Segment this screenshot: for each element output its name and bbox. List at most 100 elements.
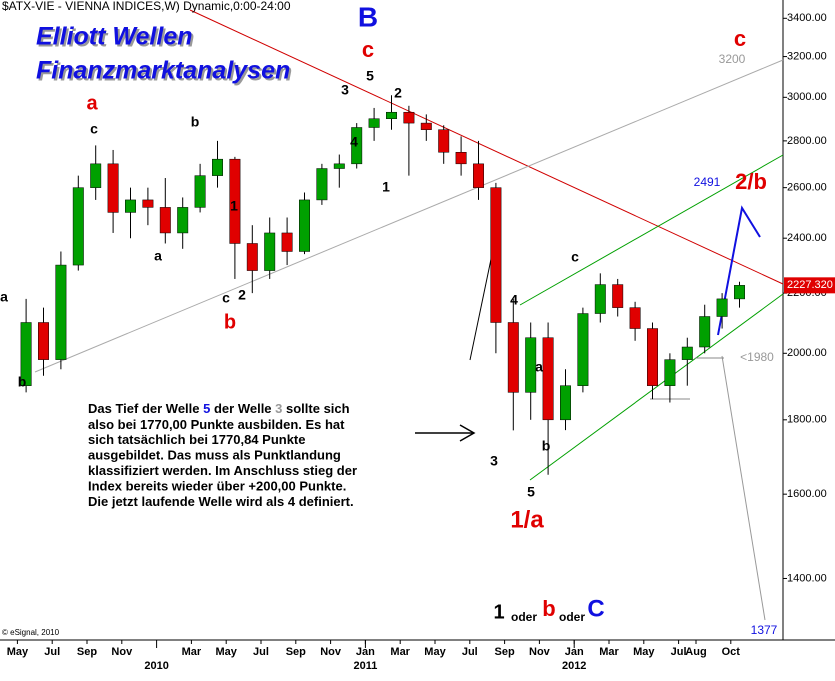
note-line: sich tatsächlich bei 1770,84 Punkte [88,432,306,447]
x-tick-label: Nov [529,646,551,658]
candle-body [560,385,571,421]
channel-upper [519,154,784,306]
note-line: also bei 1770,00 Punkte ausbilden. Es ha… [88,417,345,432]
x-tick-label: Jan [356,646,375,658]
candle-body [229,158,241,244]
x-tick-label: Nov [111,646,133,658]
level-label: 3200 [719,52,746,66]
candle-body [577,313,589,386]
candle-body [612,284,624,308]
wave-label: c [90,121,98,137]
candle-body [420,122,432,130]
candle-body [716,298,728,317]
candle-body [403,111,415,124]
wave-label: a [86,92,98,114]
price-tag [784,277,835,294]
wave-label: a [535,359,543,375]
y-tick-label: 1800.00 [787,414,827,426]
x-tick-label: Oct [722,646,741,658]
projection-down [721,355,766,621]
candle-body [159,207,171,234]
level-label: <1980 [740,350,774,364]
candle-body [490,187,502,323]
wave-label: B [358,1,378,32]
y-tick-label: 1600.00 [787,488,827,500]
candle-body [20,322,32,386]
candle-body [333,163,345,169]
note-line: klassifiziert werden. Im Anschluss stieg… [88,463,357,478]
candle-body [594,284,606,314]
year-label: 2012 [562,660,586,672]
note-part: sollte sich [282,401,349,416]
candle-body [681,346,693,360]
x-tick-label: Sep [495,646,515,658]
wave-label: c [571,249,579,265]
x-tick-label: Sep [286,646,306,658]
wave-label: b [191,114,200,130]
x-tick-label: Sep [77,646,97,658]
wave-label: b [542,438,551,454]
candle-body [281,232,293,252]
wave-label: 4 [510,292,518,308]
wave-label: 3 [341,82,349,98]
candle-body [194,175,206,208]
y-tick-label: 2400.00 [787,232,827,244]
x-tick-label: Aug [685,646,706,658]
x-tick-label: Jul [253,646,269,658]
wave-label: 4 [350,134,358,150]
y-tick-label: 3000.00 [787,91,827,103]
y-tick-label: 3400.00 [787,12,827,24]
x-tick-label: Jul [44,646,60,658]
alternative-label: oder [559,610,585,624]
candle-body [368,118,380,128]
note-line: Die jetzt laufende Welle wird als 4 defi… [88,494,354,509]
x-tick-label: Nov [320,646,342,658]
candle-body [351,127,363,165]
chart-header: $ATX-VIE - VIENNA INDICES,W) Dynamic,0:0… [2,0,291,13]
candle-body [90,163,102,188]
candle-body [299,199,310,252]
y-tick-label: 2600.00 [787,182,827,194]
price-tag-label: 2227.320 [787,279,833,291]
alternative-label: 1 [493,601,504,623]
x-tick-label: May [7,646,29,658]
note-part: 5 [203,401,210,416]
title: Finanzmarktanalysen [36,57,290,85]
candle-body [629,307,641,329]
wave-label: 1 [382,179,390,195]
wave-label: a [154,248,162,264]
candle-body [316,168,328,201]
note-line: Index bereits wieder über +200,00 Punkte… [88,478,346,493]
y-tick-label: 2000.00 [787,347,827,359]
title: Elliott Wellen [36,23,193,51]
arrow-head [459,424,476,442]
candle-body [212,158,223,176]
candle-body [125,199,136,213]
level-label: 2491 [694,175,721,189]
note-part: der Welle [210,401,275,416]
wave-label: 5 [527,484,535,500]
x-tick-label: Jan [565,646,584,658]
alternative-label: b [542,596,555,621]
candle-body [438,129,450,153]
projection-up [717,205,761,336]
candle-body [699,316,711,348]
wave-label: 2 [238,287,246,303]
alternative-label: C [587,595,604,622]
wave-label: 2/b [735,169,767,194]
candle-body [542,337,554,421]
wave-label: c [222,290,230,306]
candle-body [264,232,276,271]
note-part: 3 [275,401,282,416]
red-trendline [189,9,784,285]
candle-body [142,199,154,208]
x-tick-label: Jul [462,646,478,658]
channel-lower [529,293,784,481]
x-tick-label: Mar [390,646,410,658]
candle-body [455,152,467,165]
candle-body [507,322,519,393]
candle-body [107,163,119,213]
wave-label: 3 [490,453,498,469]
